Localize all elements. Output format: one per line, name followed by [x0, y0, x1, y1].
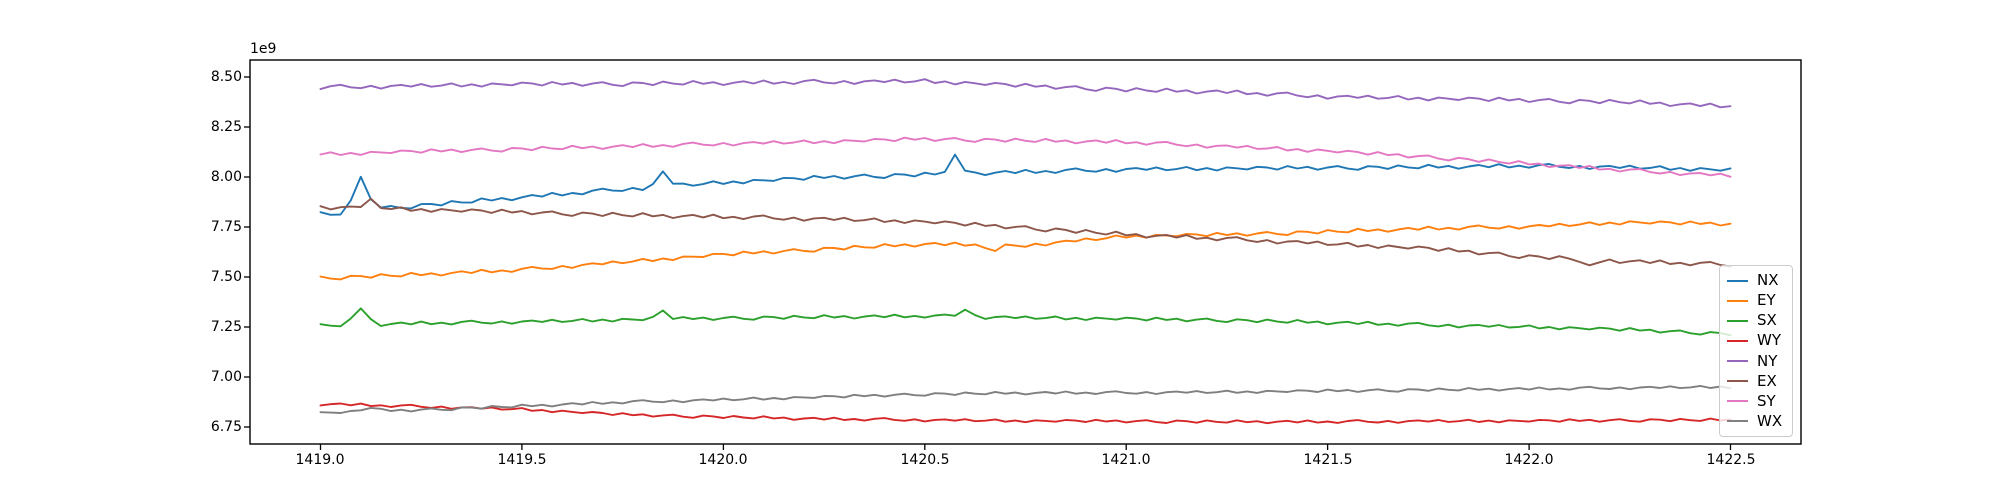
y-axis-tick-label: 6.75 [210, 419, 242, 435]
series-line-SX [319, 307, 1732, 337]
plot-border [249, 59, 1802, 445]
y-axis-tick-label: 7.50 [210, 269, 242, 285]
series-line-SY [319, 136, 1732, 178]
legend-label: EY [1757, 291, 1776, 310]
x-axis-tick-label: 1419.5 [497, 452, 547, 468]
x-axis-tick-label: 1419.0 [295, 452, 345, 468]
x-axis-tick-label: 1421.0 [1101, 452, 1151, 468]
legend-item-SX: SX [1720, 313, 1792, 328]
y-axis-tick-label: 8.25 [210, 119, 242, 135]
x-axis-tick-label: 1420.0 [698, 452, 748, 468]
series-line-WY [319, 402, 1732, 425]
y-axis-tick-label: 8.50 [210, 69, 242, 85]
legend-item-EX: EX [1720, 371, 1792, 390]
legend-line-sample [1727, 360, 1748, 363]
y-axis-tick-label: 7.00 [210, 369, 242, 385]
legend-item-SY: SY [1720, 391, 1792, 410]
y-axis-tick-label: 8.00 [210, 169, 242, 185]
legend-line-sample [1727, 319, 1748, 322]
x-axis-tick-label: 1421.5 [1303, 452, 1353, 468]
y-axis-tick-label: 7.25 [210, 319, 242, 335]
series-line-EY [319, 220, 1732, 281]
series-line-NX [319, 153, 1732, 216]
legend-line-sample [1727, 380, 1748, 383]
legend-item-WX: WX [1720, 411, 1792, 430]
series-line-EX [319, 197, 1732, 268]
legend-item-NY: NY [1720, 351, 1792, 370]
legend-label: NX [1757, 271, 1779, 290]
legend-label: WY [1757, 331, 1781, 350]
legend-label: WX [1757, 411, 1783, 430]
legend-label: NY [1757, 351, 1778, 370]
x-axis-tick-label: 1420.5 [900, 452, 950, 468]
series-line-NY [319, 78, 1732, 109]
x-axis-tick-label: 1422.0 [1504, 452, 1554, 468]
legend-line-sample [1727, 400, 1748, 403]
legend: NX EY SX WY NY EX SY WX [1719, 265, 1793, 437]
series-line-WX [319, 384, 1732, 414]
legend-label: SY [1757, 391, 1776, 410]
x-axis-tick-label: 1422.5 [1706, 452, 1756, 468]
legend-line-sample [1727, 339, 1748, 342]
legend-label: SX [1757, 311, 1777, 330]
legend-label: EX [1757, 371, 1777, 390]
legend-line-sample [1727, 420, 1748, 423]
y-axis-offset-label: 1e9 [250, 41, 277, 57]
legend-item-NX: NX [1720, 273, 1792, 288]
legend-item-WY: WY [1720, 333, 1792, 348]
y-axis-tick-label: 7.75 [210, 219, 242, 235]
legend-item-EY: EY [1720, 293, 1792, 308]
legend-line-sample [1727, 299, 1748, 302]
legend-line-sample [1727, 279, 1748, 282]
